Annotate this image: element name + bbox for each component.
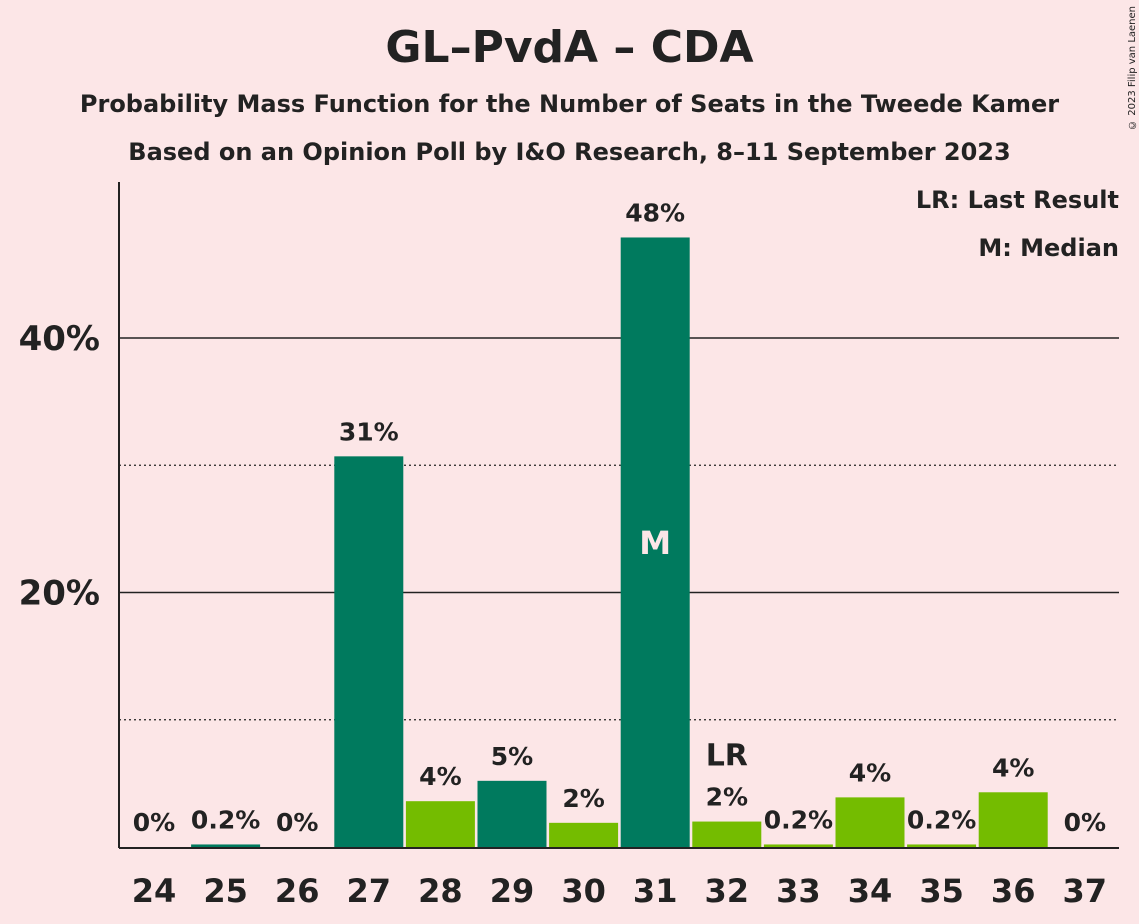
x-tick-label: 31 [633, 872, 678, 910]
x-tick-label: 28 [418, 872, 463, 910]
bar-seat-25 [191, 844, 261, 847]
value-label-32: 2% [706, 783, 748, 812]
bar-seat-27 [334, 456, 404, 847]
y-tick-label: 40% [19, 319, 100, 359]
value-label-25: 0.2% [191, 805, 260, 834]
value-label-33: 0.2% [764, 805, 833, 834]
x-tick-label: 35 [919, 872, 964, 910]
bar-seat-35 [907, 844, 977, 847]
bar-seat-32 [692, 821, 762, 847]
value-label-26: 0% [276, 808, 318, 837]
value-label-34: 4% [849, 758, 891, 787]
bar-seat-30 [549, 822, 619, 847]
legend-last-result: LR: Last Result [915, 186, 1119, 214]
last-result-marker: LR [706, 739, 748, 774]
x-tick-label: 30 [561, 872, 606, 910]
value-label-35: 0.2% [907, 805, 976, 834]
bar-seat-36 [978, 792, 1048, 847]
median-marker: M [639, 524, 671, 562]
value-label-28: 4% [419, 762, 461, 791]
chart-title: GL–PvdA – CDA [385, 22, 754, 73]
x-tick-label: 26 [275, 872, 320, 910]
x-tick-label: 27 [347, 872, 392, 910]
bar-seat-33 [763, 844, 833, 847]
bar-seat-28 [405, 801, 475, 847]
x-tick-label: 34 [848, 872, 893, 910]
legend-median: M: Median [978, 234, 1119, 262]
x-tick-label: 32 [705, 872, 750, 910]
x-tick-label: 36 [991, 872, 1036, 910]
y-tick-label: 20% [19, 574, 100, 614]
value-label-29: 5% [491, 742, 533, 771]
value-label-30: 2% [562, 784, 604, 813]
value-label-24: 0% [133, 808, 175, 837]
x-tick-label: 37 [1063, 872, 1108, 910]
bar-seat-31 [620, 237, 690, 847]
value-label-36: 4% [992, 753, 1034, 782]
value-label-27: 31% [339, 417, 399, 446]
chart-source: Based on an Opinion Poll by I&O Research… [128, 138, 1011, 166]
x-tick-label: 24 [132, 872, 177, 910]
x-tick-label: 25 [203, 872, 248, 910]
x-tick-label: 29 [490, 872, 535, 910]
chart-subtitle: Probability Mass Function for the Number… [79, 90, 1060, 118]
bar-seat-34 [835, 797, 905, 847]
value-label-31: 48% [625, 198, 685, 227]
bar-seat-29 [477, 780, 547, 847]
value-label-37: 0% [1064, 808, 1106, 837]
x-tick-label: 33 [776, 872, 821, 910]
